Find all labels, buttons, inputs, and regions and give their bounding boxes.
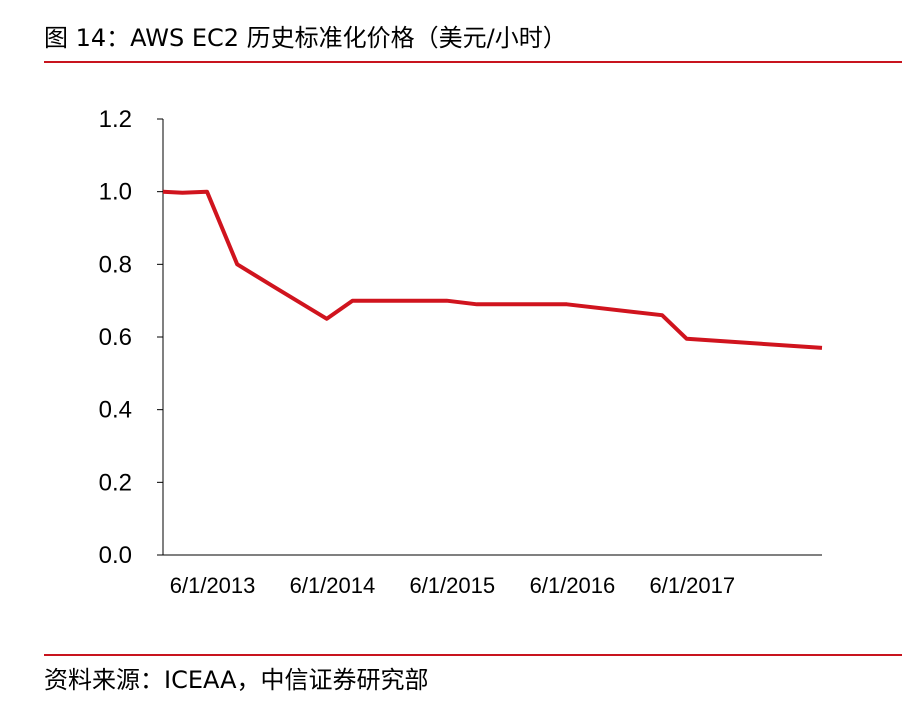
y-tick-label: 0.2 xyxy=(99,469,132,496)
y-tick-label: 0.4 xyxy=(99,397,132,424)
y-tick-label: 0.0 xyxy=(99,542,132,569)
y-tick-label: 1.2 xyxy=(99,106,132,133)
x-tick-label: 6/1/2016 xyxy=(530,573,616,598)
y-axis-ticks: 0.0 0.2 0.4 0.6 0.8 1.0 1.2 xyxy=(99,106,163,569)
figure-title: 图 14：AWS EC2 历史标准化价格（美元/小时） xyxy=(44,24,567,52)
series-line-0 xyxy=(162,189,823,350)
chart-series xyxy=(162,189,823,350)
y-tick-label: 1.0 xyxy=(99,179,132,206)
title-rule xyxy=(44,61,902,63)
x-tick-label: 6/1/2015 xyxy=(409,573,495,598)
x-tick-label: 6/1/2013 xyxy=(170,573,256,598)
x-tick-label: 6/1/2017 xyxy=(649,573,735,598)
x-axis-ticks: 6/1/2013 6/1/2014 6/1/2015 6/1/2016 6/1/2017 xyxy=(170,573,735,598)
y-tick-label: 0.6 xyxy=(99,324,132,351)
source-note: 资料来源：ICEAA，中信证券研究部 xyxy=(44,666,429,694)
source-rule xyxy=(44,654,902,656)
x-tick-label: 6/1/2014 xyxy=(290,573,376,598)
y-tick-label: 0.8 xyxy=(99,251,132,278)
chart-axes xyxy=(162,119,822,556)
